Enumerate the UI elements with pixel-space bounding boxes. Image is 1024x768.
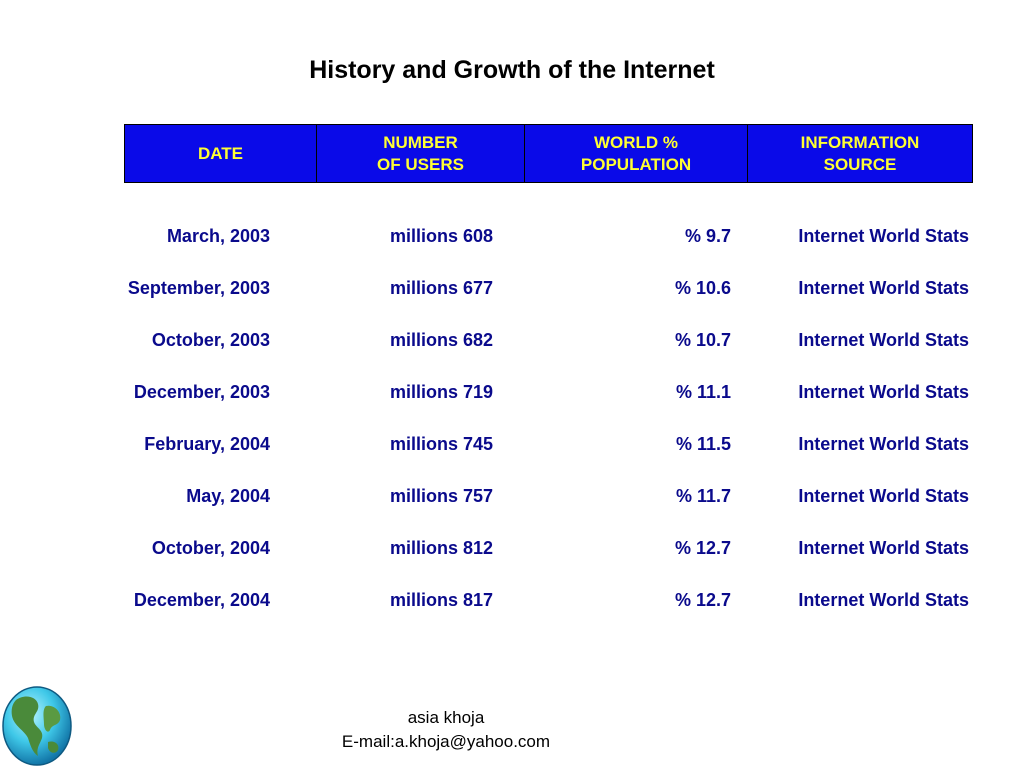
cell-population: % 10.7: [674, 330, 731, 350]
cell-date: December, 2003: [133, 382, 270, 402]
footer: asia khoja E-mail:a.khoja@yahoo.com: [300, 706, 592, 754]
header-users: NUMBER OF USERS: [316, 124, 525, 183]
header-source-line2: SOURCE: [823, 154, 897, 174]
cell-source: Internet World Stats: [798, 590, 969, 610]
header-population-line1: WORLD %: [593, 132, 679, 152]
table-header: DATE NUMBER OF USERS WORLD % POPULATION …: [124, 124, 973, 183]
table-row: September, 2003 millions 677 % 10.6 Inte…: [0, 274, 1024, 326]
cell-source: Internet World Stats: [798, 538, 969, 558]
cell-users: millions 745: [389, 434, 493, 454]
cell-population: % 11.1: [675, 382, 731, 402]
cell-population: % 9.7: [684, 226, 731, 246]
cell-date: March, 2003: [166, 226, 270, 246]
cell-users: millions 757: [389, 486, 493, 506]
table-row: October, 2003 millions 682 % 10.7 Intern…: [0, 326, 1024, 378]
header-date-label: DATE: [197, 143, 243, 163]
cell-users: millions 817: [389, 590, 493, 610]
cell-source: Internet World Stats: [798, 382, 969, 402]
header-source: INFORMATION SOURCE: [747, 124, 973, 183]
cell-population: % 12.7: [674, 590, 731, 610]
cell-date: December, 2004: [133, 590, 270, 610]
cell-population: % 11.5: [675, 434, 731, 454]
cell-date: September, 2003: [127, 278, 270, 298]
cell-users: millions 682: [389, 330, 493, 350]
cell-source: Internet World Stats: [798, 278, 969, 298]
header-population-line2: POPULATION: [580, 154, 692, 174]
page-title: History and Growth of the Internet: [309, 56, 715, 84]
table-row: December, 2004 millions 817 % 12.7 Inter…: [0, 586, 1024, 638]
header-population: WORLD % POPULATION: [524, 124, 748, 183]
table-row: October, 2004 millions 812 % 12.7 Intern…: [0, 534, 1024, 586]
cell-users: millions 812: [389, 538, 493, 558]
data-rows: March, 2003 millions 608 % 9.7 Internet …: [0, 222, 1024, 638]
table-row: December, 2003 millions 719 % 11.1 Inter…: [0, 378, 1024, 430]
header-source-line1: INFORMATION: [800, 132, 920, 152]
cell-users: millions 719: [389, 382, 493, 402]
header-date: DATE: [124, 124, 317, 183]
cell-population: % 10.6: [674, 278, 731, 298]
author-email: E-mail:a.khoja@yahoo.com: [341, 732, 551, 751]
cell-population: % 11.7: [675, 486, 731, 506]
header-users-line2: OF USERS: [377, 154, 464, 174]
author-name: asia khoja: [407, 708, 485, 727]
cell-date: May, 2004: [186, 486, 270, 506]
cell-users: millions 608: [389, 226, 493, 246]
cell-source: Internet World Stats: [798, 486, 969, 506]
header-users-line1: NUMBER: [383, 132, 458, 152]
cell-source: Internet World Stats: [798, 226, 969, 246]
table-row: May, 2004 millions 757 % 11.7 Internet W…: [0, 482, 1024, 534]
globe-icon: [2, 686, 72, 766]
cell-source: Internet World Stats: [798, 330, 969, 350]
table-row: February, 2004 millions 745 % 11.5 Inter…: [0, 430, 1024, 482]
cell-date: October, 2004: [151, 538, 270, 558]
cell-users: millions 677: [389, 278, 493, 298]
cell-source: Internet World Stats: [798, 434, 969, 454]
cell-date: February, 2004: [144, 434, 270, 454]
cell-date: October, 2003: [151, 330, 270, 350]
table-row: March, 2003 millions 608 % 9.7 Internet …: [0, 222, 1024, 274]
cell-population: % 12.7: [674, 538, 731, 558]
